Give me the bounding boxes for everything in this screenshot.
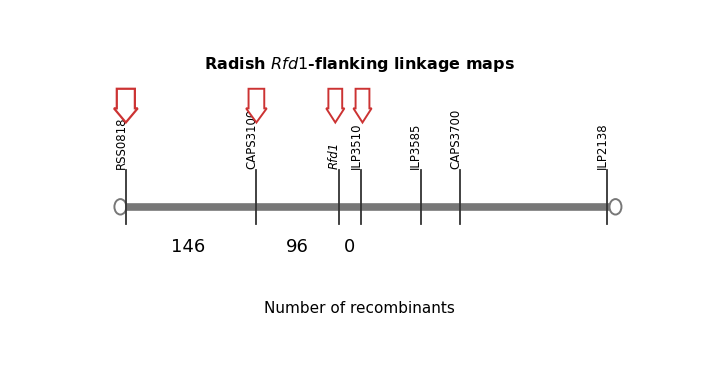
Text: ILP3510: ILP3510 bbox=[350, 122, 362, 169]
Ellipse shape bbox=[114, 199, 126, 215]
Ellipse shape bbox=[609, 199, 621, 215]
Text: 0: 0 bbox=[345, 238, 356, 256]
Text: Radish $\mathit{Rfd1}$-flanking linkage maps: Radish $\mathit{Rfd1}$-flanking linkage … bbox=[204, 55, 515, 74]
Text: 146: 146 bbox=[171, 238, 206, 256]
Polygon shape bbox=[326, 89, 345, 123]
Text: ILP3585: ILP3585 bbox=[409, 123, 423, 169]
Text: RSS0818: RSS0818 bbox=[114, 116, 128, 169]
Text: CAPS3700: CAPS3700 bbox=[449, 109, 462, 169]
Text: Rfd1: Rfd1 bbox=[328, 142, 340, 169]
Polygon shape bbox=[114, 89, 138, 123]
Text: CAPS3100: CAPS3100 bbox=[245, 109, 258, 169]
Text: Number of recombinants: Number of recombinants bbox=[265, 301, 455, 316]
Polygon shape bbox=[353, 89, 371, 123]
Text: ILP2138: ILP2138 bbox=[596, 122, 609, 169]
Text: 96: 96 bbox=[286, 238, 309, 256]
Polygon shape bbox=[246, 89, 267, 123]
